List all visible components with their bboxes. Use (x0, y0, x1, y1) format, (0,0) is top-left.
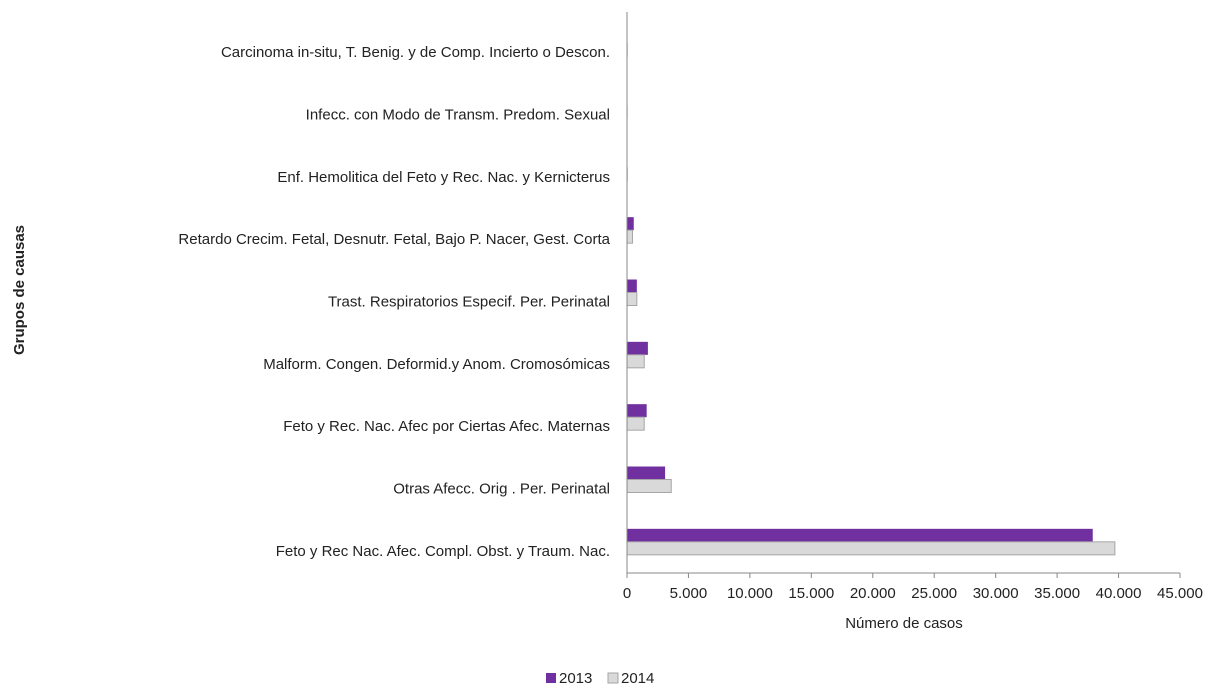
legend-label: 2013 (559, 670, 592, 687)
y-tick-label: Otras Afecc. Orig . Per. Perinatal (393, 480, 610, 497)
y-axis-title: Grupos de causas (11, 225, 28, 355)
bar (627, 404, 647, 418)
x-tick-label: 45.000 (1157, 585, 1203, 602)
legend-label: 2014 (621, 670, 654, 687)
bar (627, 217, 634, 231)
x-tick-label: 15.000 (788, 585, 834, 602)
bar (626, 416, 645, 431)
bar (626, 292, 638, 306)
x-tick-label: 5.000 (670, 585, 708, 602)
bar (627, 528, 1093, 542)
x-tick-label: 30.000 (973, 585, 1019, 602)
y-tick-label: Malform. Congen. Deformid.y Anom. Cromos… (263, 356, 610, 373)
x-tick-label: 10.000 (727, 585, 773, 602)
bar (627, 341, 648, 355)
bar (626, 229, 634, 244)
legend-swatch (607, 672, 619, 684)
x-axis-title: Número de casos (845, 615, 963, 632)
y-tick-label: Carcinoma in-situ, T. Benig. y de Comp. … (221, 44, 610, 61)
y-tick-label: Retardo Crecim. Fetal, Desnutr. Fetal, B… (178, 231, 610, 248)
legend-swatch (546, 673, 556, 683)
y-tick-label: Infecc. con Modo de Transm. Predom. Sexu… (306, 106, 610, 123)
bar (626, 479, 672, 493)
y-tick-label: Feto y Rec. Nac. Afec por Ciertas Afec. … (283, 418, 610, 435)
x-tick-label: 0 (623, 585, 631, 602)
bar (626, 541, 1116, 556)
bar (627, 279, 637, 293)
y-tick-label: Trast. Respiratorios Especif. Per. Perin… (328, 293, 610, 310)
x-tick-label: 25.000 (911, 585, 957, 602)
y-tick-label: Enf. Hemolitica del Feto y Rec. Nac. y K… (277, 169, 610, 186)
y-tick-label: Feto y Rec Nac. Afec. Compl. Obst. y Tra… (276, 543, 610, 560)
bar (627, 466, 666, 480)
bar (626, 354, 645, 369)
x-tick-label: 35.000 (1034, 585, 1080, 602)
x-tick-label: 20.000 (850, 585, 896, 602)
x-tick-label: 40.000 (1096, 585, 1142, 602)
